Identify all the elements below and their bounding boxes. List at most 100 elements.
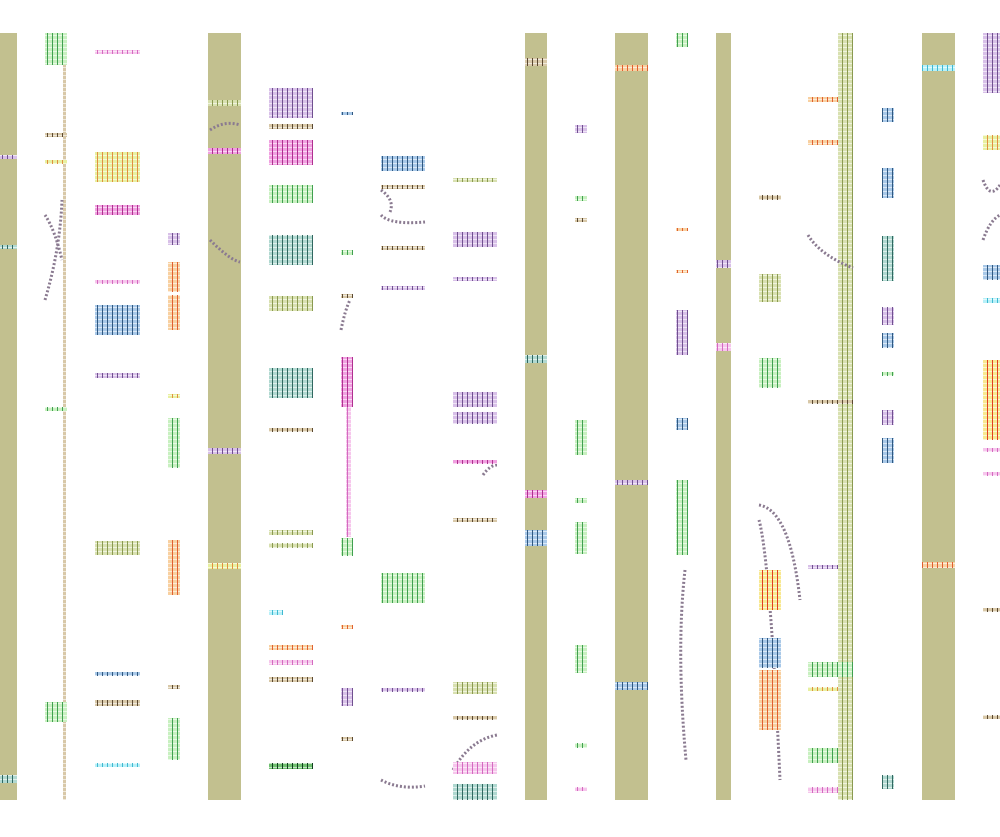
track-block <box>269 124 313 129</box>
track-block <box>983 135 1000 150</box>
track-block <box>453 784 497 800</box>
track-block <box>381 286 425 290</box>
curved-track <box>208 238 241 264</box>
track-block <box>983 472 1000 476</box>
track-block <box>208 148 241 154</box>
track-block <box>381 688 425 692</box>
track-block <box>269 660 313 665</box>
corridor <box>922 33 955 800</box>
track-block <box>341 625 353 629</box>
track-block <box>95 763 140 767</box>
track-block <box>341 737 353 741</box>
track-block <box>676 480 688 555</box>
track-block <box>808 748 838 763</box>
track-block <box>575 743 587 748</box>
track-block <box>269 368 313 398</box>
track-block <box>983 608 1000 612</box>
track-block <box>575 787 587 791</box>
track-block <box>759 358 781 388</box>
track-block <box>882 236 894 281</box>
track-block <box>808 687 838 691</box>
track-block <box>676 418 688 430</box>
track-block <box>453 762 497 774</box>
track-block <box>208 100 241 106</box>
track-block <box>676 270 688 273</box>
curved-track <box>379 213 426 225</box>
track-block <box>983 265 1000 280</box>
track-block <box>45 407 67 411</box>
track-block <box>168 233 180 245</box>
track-block <box>882 775 894 789</box>
track-block <box>808 565 838 569</box>
track-block <box>759 670 781 730</box>
track-block <box>45 702 67 722</box>
track-block <box>95 700 140 706</box>
curved-track <box>981 213 1000 241</box>
track-block <box>808 97 838 102</box>
track-block <box>95 373 140 378</box>
track-block <box>95 280 140 284</box>
track-block <box>269 296 313 311</box>
track-block <box>676 33 688 47</box>
track-block <box>882 372 894 376</box>
track-block <box>983 360 1000 440</box>
track-block <box>341 357 353 407</box>
track-block <box>759 274 781 302</box>
corridor <box>615 33 648 800</box>
track-block <box>208 563 241 569</box>
track-block <box>525 490 547 498</box>
track-block <box>381 246 425 250</box>
curved-track <box>209 121 241 132</box>
curved-track <box>679 569 688 761</box>
track-block <box>168 262 180 292</box>
track-block <box>381 156 425 171</box>
track-block <box>45 33 67 65</box>
track-block <box>525 58 547 66</box>
track-block <box>95 205 140 215</box>
corridor <box>208 33 241 800</box>
track-block <box>168 295 180 330</box>
track-block <box>269 428 313 432</box>
track-block <box>882 410 894 425</box>
track-block <box>716 260 731 268</box>
track-block <box>808 140 838 145</box>
corridor <box>525 33 547 800</box>
track-block <box>341 112 353 115</box>
curved-track <box>481 463 498 476</box>
track-block <box>95 672 140 676</box>
track-block <box>269 677 313 682</box>
track-block <box>676 228 688 231</box>
track-block <box>808 787 838 793</box>
track-block <box>168 685 180 689</box>
track-block <box>808 662 853 677</box>
track-block <box>615 65 648 71</box>
track-block <box>525 355 547 363</box>
track-block <box>759 570 781 610</box>
track-block <box>269 185 313 203</box>
track-block <box>983 33 1000 93</box>
track-block <box>983 448 1000 452</box>
track-block <box>575 522 587 554</box>
track-block <box>453 460 497 464</box>
track-block <box>453 232 497 247</box>
track-block <box>95 305 140 335</box>
track-block <box>575 498 587 503</box>
track-block <box>615 480 648 485</box>
track-block <box>759 638 781 668</box>
track-block <box>208 448 241 454</box>
corridor-track <box>838 33 853 800</box>
track-block <box>575 125 587 133</box>
track-block <box>269 140 313 165</box>
track-block <box>346 407 351 537</box>
track-block <box>95 50 140 54</box>
track-block <box>0 155 17 159</box>
track-block <box>922 562 955 568</box>
track-block <box>341 250 353 255</box>
track-block <box>575 218 587 222</box>
track-block <box>381 185 425 189</box>
track-block <box>341 688 353 706</box>
track-block <box>45 160 67 164</box>
